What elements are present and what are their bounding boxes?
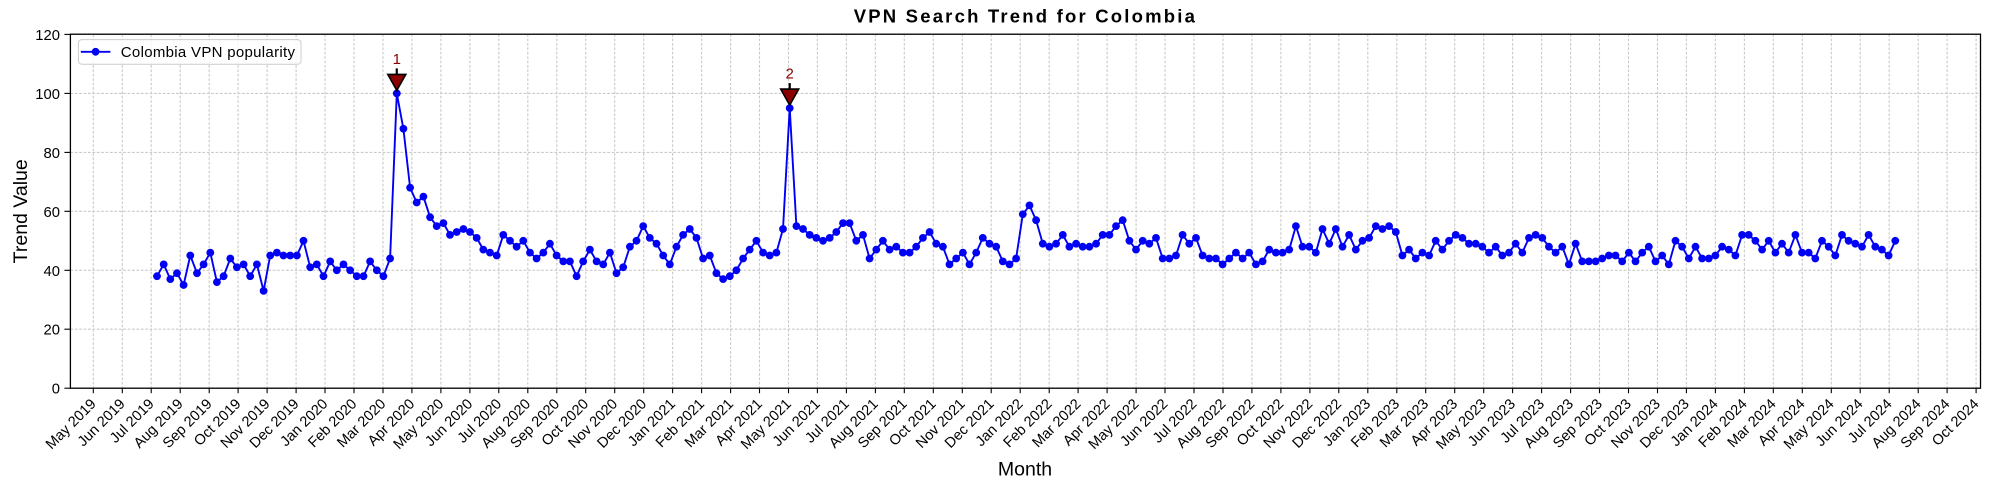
svg-text:VPN Search Trend for Colombia: VPN Search Trend for Colombia bbox=[854, 6, 1197, 27]
svg-text:2: 2 bbox=[786, 66, 794, 83]
svg-text:40: 40 bbox=[44, 264, 60, 280]
svg-text:80: 80 bbox=[44, 146, 60, 162]
svg-text:120: 120 bbox=[35, 28, 60, 44]
svg-text:Month: Month bbox=[998, 459, 1052, 481]
svg-text:60: 60 bbox=[44, 205, 60, 221]
svg-text:1: 1 bbox=[393, 51, 401, 68]
svg-text:100: 100 bbox=[35, 87, 60, 103]
svg-text:20: 20 bbox=[44, 323, 60, 339]
svg-text:Colombia VPN popularity: Colombia VPN popularity bbox=[121, 44, 296, 61]
svg-text:Trend Value: Trend Value bbox=[10, 159, 32, 263]
svg-text:0: 0 bbox=[52, 382, 60, 398]
